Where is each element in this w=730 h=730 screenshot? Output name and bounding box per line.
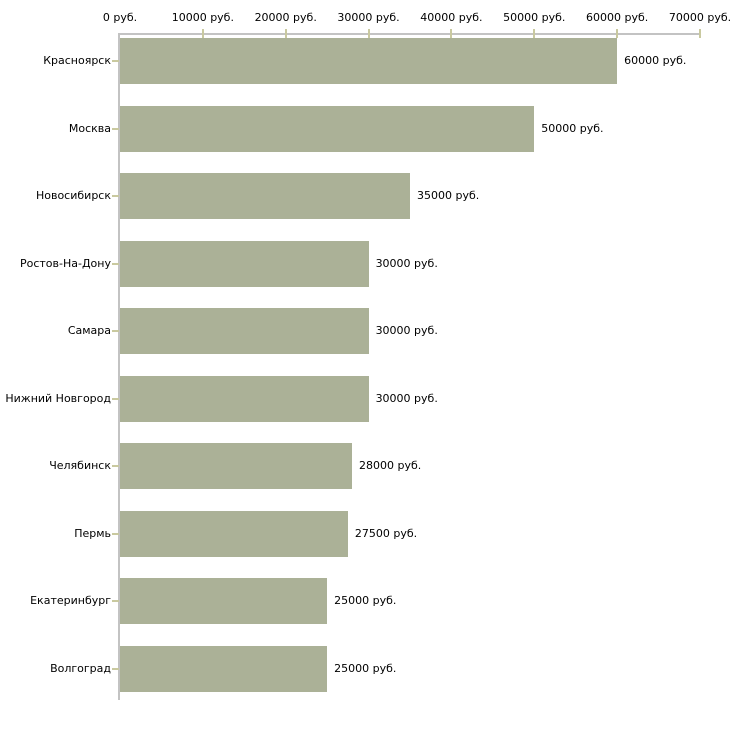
category-tick [112,667,119,670]
bar [120,173,410,219]
bar-value-label: 30000 руб. [375,256,438,270]
bar-value-label: 60000 руб. [624,54,687,67]
category-label: Москва [68,121,111,135]
bar-value-label: 28000 руб. [359,459,422,472]
bar [120,105,535,152]
bar-value-label: 27500 руб. [354,526,418,540]
bar [120,578,328,624]
category-label: Самара [67,324,111,337]
category-label: Ростов-На-Дону [19,256,111,270]
x-axis-tick [699,29,701,38]
bar [120,375,369,422]
bar-value-label: 25000 руб. [334,594,397,607]
category-tick [112,532,119,535]
x-axis-tick [616,29,619,38]
bar-value-label: 30000 руб. [375,391,438,405]
x-axis-tick-label: 60000 руб. [586,11,649,24]
x-axis-tick [450,29,453,38]
category-label: Екатеринбург [30,594,111,607]
category-tick [112,195,119,197]
bar [120,645,328,692]
bar-value-label: 30000 руб. [375,324,438,337]
category-label: Челябинск [49,459,111,472]
category-tick [112,127,119,130]
x-axis-tick-label: 0 руб. [102,11,138,24]
bar-value-label: 35000 руб. [417,189,480,202]
y-axis-line [118,33,120,700]
x-axis-tick-label: 40000 руб. [420,11,483,24]
category-label: Красноярск [43,54,111,67]
x-axis-tick-label: 30000 руб. [337,11,400,24]
x-axis-tick-label: 20000 руб. [254,11,317,24]
category-tick [112,262,119,265]
bar [120,443,352,489]
bar [120,240,369,287]
bar [120,308,369,354]
category-label: Волгоград [50,661,111,675]
x-axis-tick-label: 50000 руб. [503,11,566,24]
x-axis-tick-label: 70000 руб. [668,11,730,24]
bar [120,38,618,84]
x-axis-tick-label: 10000 руб. [171,11,234,24]
bar [120,510,348,557]
category-label: Пермь [74,526,111,540]
x-axis-tick [533,29,536,38]
bar-value-label: 50000 руб. [541,121,604,135]
x-axis-tick [201,29,204,38]
category-label: Нижний Новгород [5,391,111,405]
category-tick [112,330,119,332]
category-label: Новосибирск [35,189,111,202]
x-axis-tick [284,29,287,38]
category-tick [112,60,119,62]
x-axis-tick [367,29,370,38]
category-tick [112,397,119,400]
category-tick [112,600,119,602]
x-axis-line [118,33,701,35]
category-tick [112,465,119,467]
bar-value-label: 25000 руб. [334,661,397,675]
